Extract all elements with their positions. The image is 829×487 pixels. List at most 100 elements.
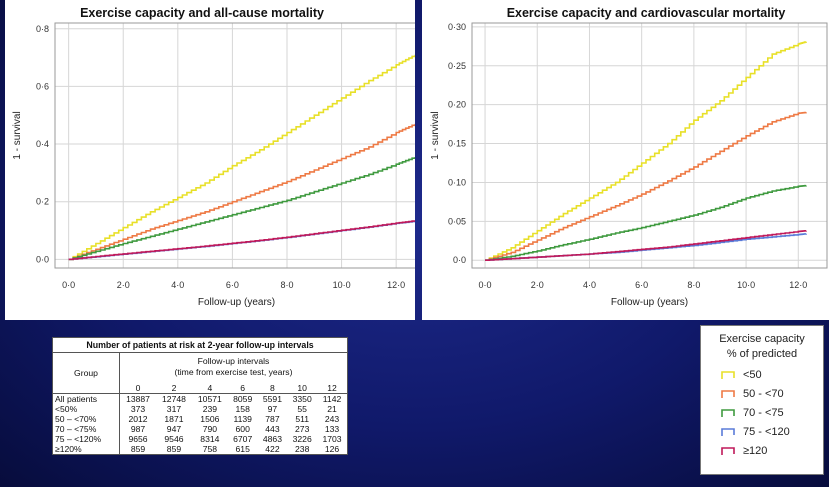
risk-table-interval-header: Follow-up intervals (time from exercise … [119,352,348,381]
risk-table-cell: 1142 [317,393,349,404]
risk-table-cell: 243 [317,414,349,424]
legend-title: Exercise capacity % of predicted [709,332,815,362]
risk-table-group-header: Group [52,352,120,394]
all-cause-chart-background [5,0,415,320]
risk-table-group-label: ≥120% [52,444,120,455]
risk-table-col-5: 10 [287,381,318,394]
risk-table-cell: 2012 [128,414,148,424]
legend-swatch-3 [721,427,735,436]
cardio-series-1 [485,111,807,262]
risk-table-cell: 422 [257,444,288,455]
table-row: 70 – <75% 987 947 790 600 443 273 133 [52,424,349,434]
chart-cardiovascular-mortality: Exercise capacity and cardiovascular mor… [422,0,829,320]
cardio-x-axis-label: Follow-up (years) [611,297,688,308]
risk-table-cell: 1506 [200,414,220,424]
risk-table: Number of patients at risk at 2-year fol… [52,337,349,455]
all-cause-ytick-label: 0·4 [36,139,49,149]
cardio-y-axis-label: 1 - survival [430,111,441,159]
all-cause-xtick-label: 10·0 [333,280,351,290]
all-cause-plot-frame [54,22,415,269]
cardio-xtick-label: 0·0 [479,280,492,290]
cardio-ytick-label: 0·15 [448,139,466,149]
chart-all-cause-mortality: Exercise capacity and all-cause mortalit… [5,0,415,320]
risk-table-cell: 317 [166,404,182,414]
cardio-xtick-label: 12·0 [789,280,807,290]
legend-item: <50 [709,365,815,384]
table-row: ≥120% 859 859 758 615 422 238 126 [52,444,349,455]
legend-label: 75 - <120 [743,425,790,438]
risk-table-cell: 158 [235,404,250,414]
risk-table-cell: 6707 [233,434,253,444]
all-cause-series-1 [68,123,415,261]
risk-table-cell: 600 [235,424,250,434]
cardio-xtick-label: 2·0 [531,280,544,290]
risk-table-cell: 9546 [164,434,184,444]
all-cause-series-2 [68,157,415,261]
all-cause-xtick-label: 12·0 [387,280,405,290]
risk-table-group-label: All patients [52,393,120,404]
risk-table-col-0: 0 [119,381,157,394]
risk-table-col-3: 6 [227,381,258,394]
risk-table-cell: 859 [156,444,192,455]
risk-table-cell: 9656 [128,434,148,444]
risk-table-group-label: 70 – <75% [52,424,120,434]
risk-table-group-label: 75 – <120% [52,434,120,444]
interval-header-line1: Follow-up intervals [197,356,270,366]
all-cause-xtick-label: 8·0 [280,280,293,290]
legend-items: <50 50 - <70 70 - <75 75 - <120 ≥120 [709,365,815,460]
legend-swatch-1 [721,389,735,398]
legend-label: <50 [743,368,762,381]
risk-table-cell: 1139 [233,414,252,424]
risk-table-cell: 443 [265,424,280,434]
table-row: <50% 373 317 239 158 97 55 21 [52,404,349,414]
risk-table-cell: 758 [191,444,228,455]
legend-item: ≥120 [709,441,815,460]
risk-table-cell: 21 [317,404,349,414]
risk-table-col-2: 4 [191,381,228,394]
all-cause-xtick-label: 4·0 [171,280,184,290]
cardio-chart-background [422,0,829,320]
risk-table-title: Number of patients at risk at 2-year fol… [52,337,348,353]
all-cause-chart-title: Exercise capacity and all-cause mortalit… [80,6,324,20]
all-cause-series-4 [68,220,415,261]
risk-table-cell: 947 [166,424,182,434]
risk-table-cell: 373 [130,404,146,414]
risk-table-cell: 5591 [262,394,282,404]
risk-table-cell: 8059 [233,394,253,404]
risk-table-cell: 133 [317,424,349,434]
all-cause-xtick-label: 2·0 [117,280,130,290]
legend-item: 75 - <120 [709,422,815,441]
cardio-ytick-label: 0·10 [448,177,466,187]
risk-table-cell: 126 [317,444,349,455]
risk-table-cell: 3226 [292,434,312,444]
legend-label: 70 - <75 [743,406,784,419]
risk-table-col-4: 8 [257,381,288,394]
cardio-ytick-label: 0·30 [448,22,466,32]
risk-table-cell: 239 [202,404,218,414]
risk-table-cell: 8314 [200,434,220,444]
legend-item: 70 - <75 [709,403,815,422]
all-cause-xtick-label: 0·0 [62,280,75,290]
risk-table-cell: 1703 [317,434,349,444]
risk-table-cell: 10571 [197,394,222,404]
legend-swatch-0 [721,370,735,379]
all-cause-x-axis-label: Follow-up (years) [198,297,275,308]
cardio-ytick-label: 0·05 [448,216,466,226]
all-cause-series-0 [68,54,415,261]
legend-item: 50 - <70 [709,384,815,403]
risk-table-cell: 12748 [162,394,186,404]
cardio-plot-frame [471,22,828,269]
cardio-xtick-label: 8·0 [687,280,700,290]
all-cause-xtick-label: 6·0 [226,280,239,290]
risk-table-cell: 859 [119,444,157,455]
risk-table-cell: 273 [295,424,310,434]
legend-label: 50 - <70 [743,387,784,400]
risk-table-cell: 238 [287,444,318,455]
risk-table-col-6: 12 [317,381,349,394]
risk-table-cell: 615 [227,444,258,455]
cardio-xtick-label: 6·0 [635,280,648,290]
risk-table-cell: 4863 [262,434,282,444]
risk-table-cell: 55 [297,404,307,414]
risk-table-cell: 3350 [292,394,312,404]
